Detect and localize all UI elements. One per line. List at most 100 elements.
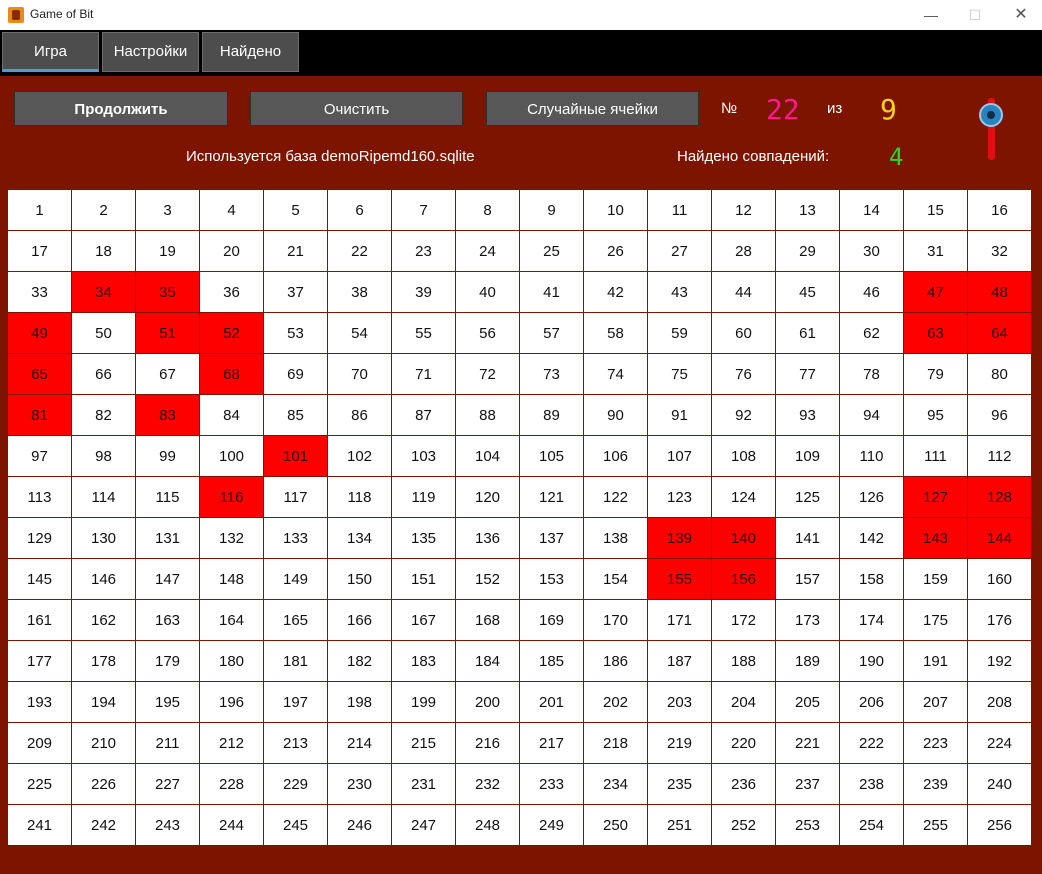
- grid-cell[interactable]: 223: [904, 723, 967, 763]
- grid-cell[interactable]: 253: [776, 805, 839, 845]
- grid-cell[interactable]: 230: [328, 764, 391, 804]
- grid-cell[interactable]: 203: [648, 682, 711, 722]
- grid-cell[interactable]: 128: [968, 477, 1031, 517]
- grid-cell[interactable]: 141: [776, 518, 839, 558]
- grid-cell[interactable]: 147: [136, 559, 199, 599]
- grid-cell[interactable]: 146: [72, 559, 135, 599]
- grid-cell[interactable]: 181: [264, 641, 327, 681]
- grid-cell[interactable]: 239: [904, 764, 967, 804]
- grid-cell[interactable]: 58: [584, 313, 647, 353]
- grid-cell[interactable]: 45: [776, 272, 839, 312]
- slider-track[interactable]: [988, 98, 995, 160]
- grid-cell[interactable]: 186: [584, 641, 647, 681]
- grid-cell[interactable]: 70: [328, 354, 391, 394]
- grid-cell[interactable]: 56: [456, 313, 519, 353]
- grid-cell[interactable]: 37: [264, 272, 327, 312]
- grid-cell[interactable]: 143: [904, 518, 967, 558]
- grid-cell[interactable]: 180: [200, 641, 263, 681]
- grid-cell[interactable]: 220: [712, 723, 775, 763]
- grid-cell[interactable]: 247: [392, 805, 455, 845]
- grid-cell[interactable]: 254: [840, 805, 903, 845]
- grid-cell[interactable]: 91: [648, 395, 711, 435]
- grid-cell[interactable]: 190: [840, 641, 903, 681]
- grid-cell[interactable]: 173: [776, 600, 839, 640]
- grid-cell[interactable]: 188: [712, 641, 775, 681]
- grid-cell[interactable]: 154: [584, 559, 647, 599]
- grid-cell[interactable]: 225: [8, 764, 71, 804]
- grid-cell[interactable]: 34: [72, 272, 135, 312]
- grid-cell[interactable]: 169: [520, 600, 583, 640]
- grid-cell[interactable]: 132: [200, 518, 263, 558]
- tab-game[interactable]: Игра: [2, 32, 99, 72]
- continue-button[interactable]: Продолжить: [14, 91, 228, 126]
- grid-cell[interactable]: 182: [328, 641, 391, 681]
- grid-cell[interactable]: 243: [136, 805, 199, 845]
- grid-cell[interactable]: 142: [840, 518, 903, 558]
- grid-cell[interactable]: 1: [8, 190, 71, 230]
- grid-cell[interactable]: 172: [712, 600, 775, 640]
- grid-cell[interactable]: 33: [8, 272, 71, 312]
- grid-cell[interactable]: 106: [584, 436, 647, 476]
- grid-cell[interactable]: 241: [8, 805, 71, 845]
- grid-cell[interactable]: 179: [136, 641, 199, 681]
- grid-cell[interactable]: 184: [456, 641, 519, 681]
- grid-cell[interactable]: 191: [904, 641, 967, 681]
- grid-cell[interactable]: 73: [520, 354, 583, 394]
- grid-cell[interactable]: 28: [712, 231, 775, 271]
- grid-cell[interactable]: 62: [840, 313, 903, 353]
- grid-cell[interactable]: 42: [584, 272, 647, 312]
- grid-cell[interactable]: 136: [456, 518, 519, 558]
- grid-cell[interactable]: 168: [456, 600, 519, 640]
- grid-cell[interactable]: 237: [776, 764, 839, 804]
- grid-cell[interactable]: 68: [200, 354, 263, 394]
- grid-cell[interactable]: 82: [72, 395, 135, 435]
- grid-cell[interactable]: 63: [904, 313, 967, 353]
- grid-cell[interactable]: 49: [8, 313, 71, 353]
- grid-cell[interactable]: 145: [8, 559, 71, 599]
- grid-cell[interactable]: 19: [136, 231, 199, 271]
- grid-cell[interactable]: 227: [136, 764, 199, 804]
- grid-cell[interactable]: 234: [584, 764, 647, 804]
- grid-cell[interactable]: 39: [392, 272, 455, 312]
- grid-cell[interactable]: 170: [584, 600, 647, 640]
- grid-cell[interactable]: 238: [840, 764, 903, 804]
- minimize-button[interactable]: —: [924, 7, 938, 23]
- grid-cell[interactable]: 250: [584, 805, 647, 845]
- grid-cell[interactable]: 46: [840, 272, 903, 312]
- grid-cell[interactable]: 107: [648, 436, 711, 476]
- grid-cell[interactable]: 206: [840, 682, 903, 722]
- grid-cell[interactable]: 177: [8, 641, 71, 681]
- grid-cell[interactable]: 20: [200, 231, 263, 271]
- grid-cell[interactable]: 209: [8, 723, 71, 763]
- grid-cell[interactable]: 57: [520, 313, 583, 353]
- grid-cell[interactable]: 144: [968, 518, 1031, 558]
- grid-cell[interactable]: 251: [648, 805, 711, 845]
- grid-cell[interactable]: 44: [712, 272, 775, 312]
- grid-cell[interactable]: 116: [200, 477, 263, 517]
- grid-cell[interactable]: 108: [712, 436, 775, 476]
- grid-cell[interactable]: 85: [264, 395, 327, 435]
- grid-cell[interactable]: 7: [392, 190, 455, 230]
- grid-cell[interactable]: 78: [840, 354, 903, 394]
- grid-cell[interactable]: 86: [328, 395, 391, 435]
- grid-cell[interactable]: 158: [840, 559, 903, 599]
- grid-cell[interactable]: 159: [904, 559, 967, 599]
- grid-cell[interactable]: 50: [72, 313, 135, 353]
- grid-cell[interactable]: 185: [520, 641, 583, 681]
- grid-cell[interactable]: 235: [648, 764, 711, 804]
- grid-cell[interactable]: 38: [328, 272, 391, 312]
- grid-cell[interactable]: 205: [776, 682, 839, 722]
- grid-cell[interactable]: 113: [8, 477, 71, 517]
- grid-cell[interactable]: 93: [776, 395, 839, 435]
- grid-cell[interactable]: 32: [968, 231, 1031, 271]
- grid-cell[interactable]: 53: [264, 313, 327, 353]
- grid-cell[interactable]: 134: [328, 518, 391, 558]
- grid-cell[interactable]: 217: [520, 723, 583, 763]
- grid-cell[interactable]: 59: [648, 313, 711, 353]
- grid-cell[interactable]: 30: [840, 231, 903, 271]
- grid-cell[interactable]: 215: [392, 723, 455, 763]
- grid-cell[interactable]: 35: [136, 272, 199, 312]
- grid-cell[interactable]: 109: [776, 436, 839, 476]
- grid-cell[interactable]: 25: [520, 231, 583, 271]
- grid-cell[interactable]: 6: [328, 190, 391, 230]
